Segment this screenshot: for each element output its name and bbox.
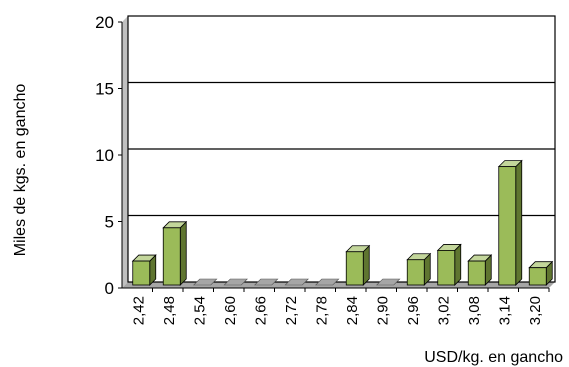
bar-2,78 [315, 278, 340, 286]
bar-zero [376, 278, 401, 286]
x-tick-label: 2,90 [374, 296, 391, 325]
gridlines [118, 21, 555, 289]
bar-front [406, 259, 425, 286]
y-axis-label: Miles de kgs. en gancho [12, 84, 29, 257]
x-tick-labels: 2,42 2,48 2,54 2,60 2,66 2,72 2,78 2,84 2,90 2,96… [122, 287, 550, 325]
x-tick-label: 2,84 [344, 296, 361, 325]
x-tick-label: 2,60 [222, 296, 239, 325]
side-wall [122, 16, 128, 288]
bar-2,60 [223, 278, 248, 286]
chart-walls [122, 15, 556, 288]
bar-zero [254, 278, 279, 286]
x-tick-label: 2,42 [130, 296, 147, 325]
bar-front [467, 260, 486, 286]
bar-front [162, 227, 181, 286]
x-tick-label: 2,54 [191, 296, 208, 325]
x-tick-label: 2,66 [252, 296, 269, 325]
bar-front [345, 251, 364, 286]
x-axis-label: USD/kg. en gancho [424, 349, 563, 366]
bar-zero [223, 278, 248, 286]
x-tick-label: 2,72 [283, 296, 300, 325]
bar-2,66 [254, 278, 279, 286]
bar-zero [193, 278, 218, 286]
bar-3,14 [497, 159, 523, 286]
bar-2,72 [284, 278, 309, 286]
bar-2,96 [406, 252, 432, 286]
y-tick-label: 10 [95, 146, 114, 165]
x-tick-label: 3,08 [466, 296, 483, 325]
bar-side [454, 243, 462, 286]
bar-2,90 [376, 278, 401, 286]
bar-zero [315, 278, 340, 286]
bar-3,02 [436, 243, 462, 286]
bar-3,08 [467, 254, 493, 286]
bar-2,48 [162, 220, 188, 286]
bar-3,20 [528, 260, 554, 286]
bar-front [528, 267, 547, 286]
bar-front [498, 166, 517, 286]
y-tick-labels: 0 5 10 15 20 [95, 13, 114, 298]
floor [122, 282, 555, 288]
y-tick-label: 20 [95, 13, 114, 32]
bar-front [132, 260, 151, 286]
x-tick-label: 3,14 [496, 296, 513, 325]
bar-front [437, 250, 456, 286]
x-tick-label: 2,96 [405, 296, 422, 325]
x-tick-label: 2,78 [313, 296, 330, 325]
x-tick-label: 3,20 [527, 296, 544, 325]
bar-2,84 [345, 244, 371, 286]
bar-side [515, 159, 523, 286]
x-tick-label: 3,02 [435, 296, 452, 325]
y-tick-label: 0 [105, 279, 114, 298]
y-tick-label: 15 [95, 80, 114, 99]
x-tick-label: 2,48 [161, 296, 178, 325]
bar-side [362, 244, 370, 286]
y-tick-label: 5 [105, 213, 114, 232]
bar-zero [284, 278, 309, 286]
bar-2,54 [193, 278, 218, 286]
bar-2,42 [131, 254, 157, 286]
bar-side [179, 220, 187, 286]
bars [131, 159, 554, 286]
